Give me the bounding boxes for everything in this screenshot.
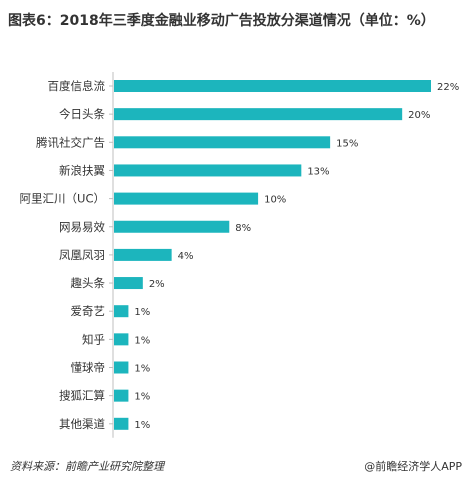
bar (114, 192, 259, 205)
category-label: 其他渠道 (59, 417, 105, 431)
chart-title: 图表6：2018年三季度金融业移动广告投放分渠道情况（单位：%） (8, 13, 435, 29)
bar (114, 277, 143, 290)
category-label: 爱奇艺 (71, 304, 106, 318)
bar (114, 305, 129, 318)
value-label: 1% (134, 335, 150, 346)
category-label: 知乎 (82, 332, 105, 346)
bar (114, 136, 331, 149)
value-label: 1% (134, 392, 150, 403)
bar (114, 220, 230, 233)
value-label: 10% (264, 195, 286, 206)
value-label: 1% (134, 364, 150, 375)
category-label: 网易易效 (59, 220, 105, 234)
bar (114, 80, 431, 92)
category-label: 阿里汇川（UC） (20, 192, 105, 206)
bar (114, 389, 129, 402)
category-label: 搜狐汇算 (59, 389, 105, 403)
brand-watermark: @前瞻经济学人APP (364, 460, 462, 473)
value-label: 4% (178, 251, 194, 262)
bar (114, 108, 403, 121)
value-label: 1% (134, 307, 150, 318)
category-label: 趣头条 (71, 276, 106, 290)
category-label: 今日头条 (59, 107, 105, 121)
value-label: 22% (437, 82, 459, 93)
value-label: 2% (149, 279, 165, 290)
category-label: 凤凰凤羽 (59, 248, 105, 262)
category-label: 百度信息流 (48, 79, 106, 93)
bar (114, 361, 129, 374)
value-label: 1% (134, 420, 150, 431)
value-label: 20% (408, 110, 430, 121)
bar (114, 417, 129, 430)
category-label: 新浪扶翼 (59, 163, 105, 177)
category-label: 腾讯社交广告 (36, 135, 105, 149)
value-label: 13% (307, 166, 329, 177)
value-label: 15% (336, 138, 358, 149)
bar (114, 164, 302, 177)
source-note: 资料来源：前瞻产业研究院整理 (10, 460, 164, 473)
bar (114, 333, 129, 346)
category-label: 懂球帝 (71, 361, 106, 375)
bar (114, 248, 172, 261)
value-label: 8% (235, 223, 251, 234)
